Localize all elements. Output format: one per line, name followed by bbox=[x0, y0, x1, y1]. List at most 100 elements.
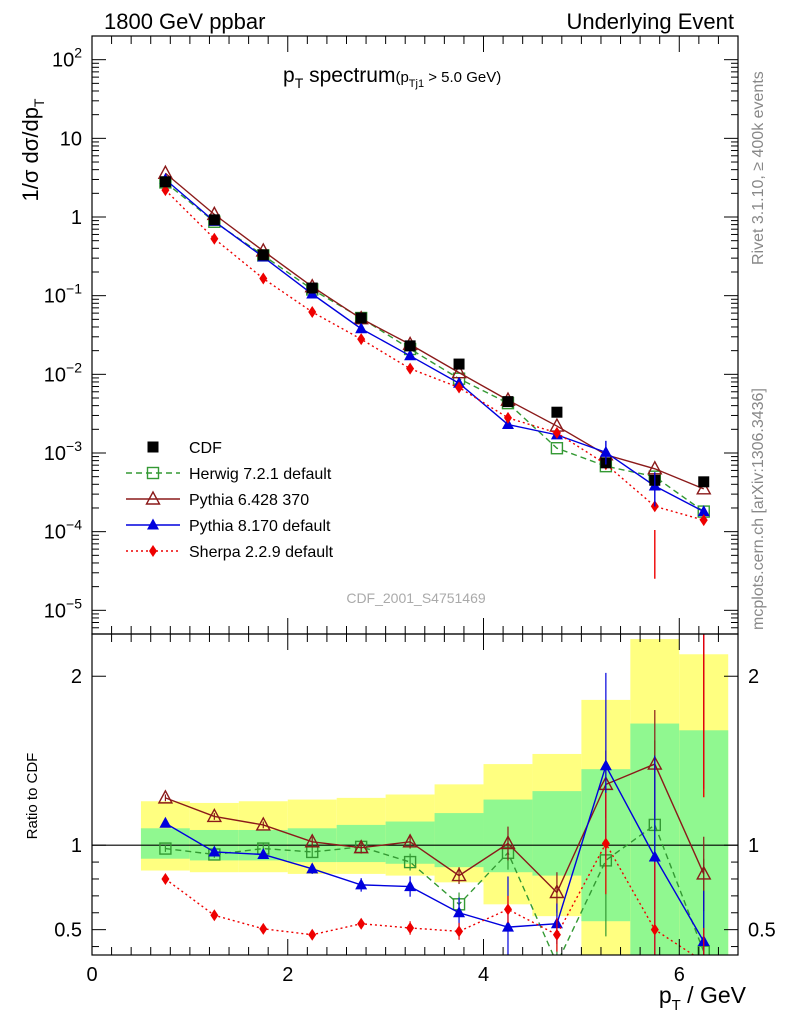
main-series-3 bbox=[159, 172, 710, 517]
xtick-label: 6 bbox=[674, 964, 685, 986]
main-point bbox=[551, 406, 563, 418]
svg-text:1/σ dσ/dpT: 1/σ dσ/dpT bbox=[18, 98, 47, 201]
main-point bbox=[552, 426, 561, 439]
ratio-point bbox=[453, 906, 466, 918]
ratio-ytick-label-left: 2 bbox=[71, 666, 82, 688]
main-point bbox=[159, 176, 171, 188]
legend-entry-2: Pythia 6.428 370 bbox=[126, 490, 309, 509]
ratio-ytick-label-right: 2 bbox=[748, 666, 759, 688]
ratio-point bbox=[259, 922, 268, 935]
ratio-point bbox=[601, 837, 610, 850]
main-series-line bbox=[164, 172, 705, 490]
main-ytick-label: 102 bbox=[52, 45, 82, 72]
ratio-point bbox=[503, 903, 512, 916]
main-point bbox=[502, 396, 514, 408]
rivet-label: Rivet 3.1.10, ≥ 400k events bbox=[750, 71, 767, 265]
ratio-ylabel: Ratio to CDF bbox=[24, 753, 41, 840]
legend-marker bbox=[145, 490, 161, 505]
main-title-sub: T bbox=[295, 75, 304, 91]
ratio-series-line bbox=[165, 763, 705, 942]
main-point bbox=[210, 232, 219, 245]
ratio-point bbox=[210, 909, 219, 922]
main-ytick-exp: −2 bbox=[66, 359, 82, 375]
main-point bbox=[503, 411, 512, 424]
ratio-point bbox=[406, 921, 415, 934]
main-title: pT spectrum(pTj1 > 5.0 GeV) bbox=[283, 64, 501, 91]
ratio-frame bbox=[91, 633, 739, 956]
ratio-ytick-label-left: 1 bbox=[71, 835, 82, 857]
main-ytick-label: 10 bbox=[60, 128, 82, 150]
ratio-point bbox=[161, 872, 170, 885]
main-ytick-label: 10−1 bbox=[44, 281, 82, 308]
main-series-0 bbox=[159, 176, 710, 488]
main-ytick-base: 10 bbox=[52, 50, 74, 72]
main-point bbox=[550, 442, 564, 455]
legend-label: Sherpa 2.2.9 default bbox=[189, 544, 334, 561]
ratio-series-3 bbox=[161, 792, 708, 968]
ratio-ytick-label-right: 1 bbox=[748, 835, 759, 857]
ratio-band-green bbox=[532, 791, 582, 876]
ratio-point bbox=[157, 789, 174, 804]
ratio-point bbox=[159, 842, 172, 855]
ratio-point bbox=[353, 839, 369, 854]
legend-label: Herwig 7.2.1 default bbox=[189, 466, 332, 483]
ratio-point bbox=[255, 816, 271, 831]
mcplots-label: mcplots.cern.ch [arXiv:1306.3436] bbox=[750, 388, 767, 630]
ratio-point bbox=[696, 865, 712, 880]
ratio-ytick-label-right: 0.5 bbox=[748, 920, 776, 942]
ratio-series-line bbox=[165, 823, 705, 955]
main-ylabel-text: 1/σ dσ/dp bbox=[18, 107, 43, 201]
main-ytick-label: 10−4 bbox=[44, 517, 82, 544]
legend-entry-1: Herwig 7.2.1 default bbox=[126, 466, 332, 483]
xlabel: pT / GeV bbox=[659, 982, 747, 1014]
legend-entry-0: CDF bbox=[147, 440, 222, 457]
ratio-point bbox=[208, 845, 221, 857]
main-title-rest: spectrum bbox=[303, 64, 395, 87]
ratio-series-2 bbox=[159, 672, 710, 955]
main-point bbox=[455, 381, 464, 394]
xtick-label: 2 bbox=[282, 964, 293, 986]
main-ytick-base: 10 bbox=[60, 128, 82, 150]
main-point bbox=[306, 282, 318, 294]
ratio-point bbox=[455, 925, 464, 938]
ratio-point bbox=[500, 835, 516, 850]
header-right: Underlying Event bbox=[566, 9, 734, 34]
main-point bbox=[404, 349, 417, 361]
ratio-point bbox=[650, 923, 659, 936]
ratio-point bbox=[357, 917, 366, 930]
xlabel-p: p bbox=[659, 982, 672, 1008]
main-point bbox=[259, 272, 268, 285]
main-point bbox=[698, 476, 710, 488]
ratio-point bbox=[700, 956, 708, 968]
ratio-ytick-label-left: 0.5 bbox=[54, 920, 82, 942]
main-ytick-base: 10 bbox=[44, 522, 66, 544]
main-point bbox=[696, 480, 712, 495]
ratio-point bbox=[206, 807, 223, 823]
main-series-line bbox=[164, 178, 705, 513]
ratio-point bbox=[648, 850, 661, 862]
main-point bbox=[355, 312, 367, 324]
xtick-label: 0 bbox=[86, 964, 97, 986]
main-point bbox=[355, 322, 368, 334]
main-ytick-base: 10 bbox=[44, 600, 66, 622]
main-ytick-label: 10−5 bbox=[44, 595, 82, 622]
legend-entry-4: Sherpa 2.2.9 default bbox=[126, 544, 334, 561]
ratio-band-green bbox=[434, 813, 484, 868]
legend-marker bbox=[149, 545, 157, 557]
legend-label: Pythia 6.428 370 bbox=[189, 492, 309, 509]
main-point bbox=[699, 514, 708, 527]
ratio-point bbox=[451, 867, 467, 882]
main-point bbox=[208, 214, 220, 226]
ratio-point bbox=[402, 833, 418, 848]
main-point bbox=[357, 333, 366, 346]
main-ytick-exp: −5 bbox=[66, 595, 82, 611]
main-point bbox=[257, 249, 269, 261]
main-point bbox=[697, 505, 710, 517]
cut-sub: Tj1 bbox=[409, 78, 424, 90]
main-ylabel: 1/σ dσ/dpT bbox=[18, 98, 47, 201]
ratio-point bbox=[304, 833, 320, 848]
ratio-point bbox=[159, 816, 172, 828]
main-ytick-exp: −1 bbox=[66, 281, 82, 297]
main-ytick-exp: 2 bbox=[74, 45, 82, 61]
